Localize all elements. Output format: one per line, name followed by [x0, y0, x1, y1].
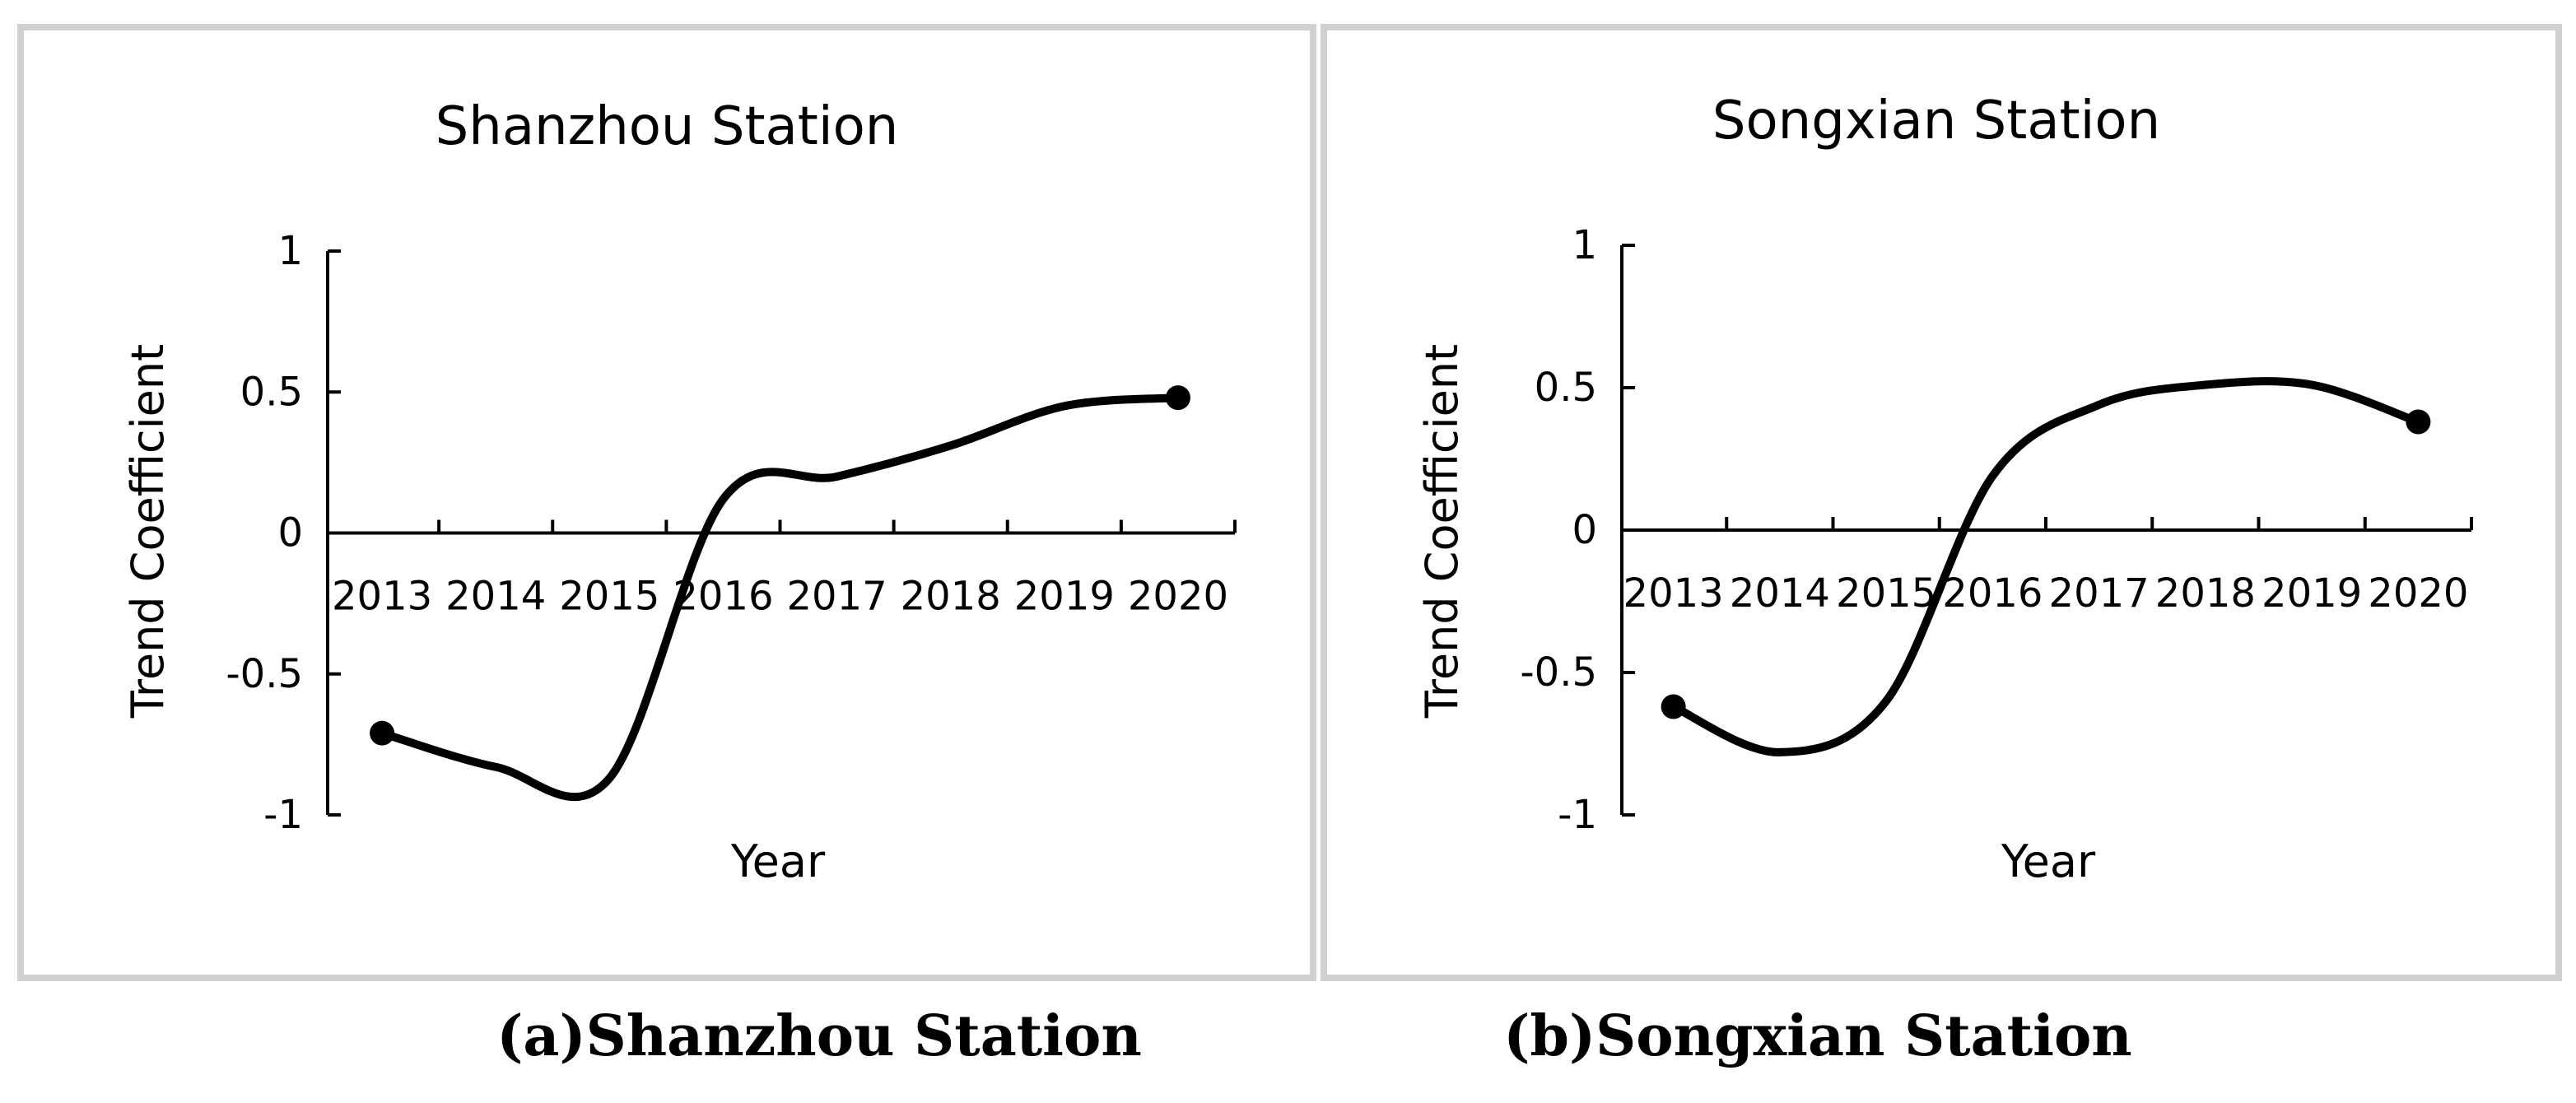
panel-a-data-point [720, 496, 726, 502]
panel-a-title: Shanzhou Station [436, 96, 899, 157]
panel-b-title: Songxian Station [1712, 91, 2160, 151]
panel-a-ylabel: Trend Coefficient [122, 344, 174, 719]
panel-b-caption: (b)Songxian Station [1503, 1003, 2132, 1069]
panel-b-data-point [2096, 402, 2103, 408]
panel-a-ytick-label: 0 [277, 510, 303, 556]
panel-b-xtick-label: 2016 [1942, 570, 2043, 617]
panel-b-data-point [1777, 749, 1783, 756]
panel-b-xlabel: Year [2001, 835, 2096, 887]
panel-a-xtick-label: 2013 [332, 574, 432, 620]
panel-a-xtick-label: 2017 [786, 574, 887, 620]
panel-a-xtick-label: 2018 [901, 574, 1001, 620]
panel-b-data-point [2202, 382, 2209, 389]
panel-a-series-line [378, 393, 1182, 802]
panel-a-data-point [948, 442, 954, 449]
panel-b-border [1321, 24, 2562, 981]
panel-b-ytick-label: 1 [1572, 222, 1597, 268]
panel-a-ytick-label: -0.5 [226, 651, 303, 697]
panel-a-border [17, 24, 1316, 981]
panel-a-xlabel: Year [730, 835, 826, 887]
panel-b-series-line [1669, 377, 2423, 756]
panel-b-xtick-label: 2019 [2262, 570, 2362, 617]
panel-a-ytick-label: -1 [263, 792, 303, 838]
panel-b-data-point [1989, 472, 1996, 479]
panel-b: Songxian Station Year Trend Coefficient … [1321, 24, 2562, 981]
panel-a-ytick-label: 1 [277, 228, 303, 274]
panel-b-ylabel: Trend Coefficient [1416, 344, 1468, 719]
panel-b-ytick-label: 0 [1572, 507, 1597, 553]
panel-b-xtick-label: 2015 [1836, 570, 1936, 617]
panel-a-data-point [492, 764, 499, 770]
panel-a-start-marker [370, 720, 395, 746]
panel-b-xtick-label: 2020 [2368, 570, 2468, 617]
panel-b-xtick-label: 2017 [2049, 570, 2150, 617]
panel-b-start-marker [1661, 694, 1686, 719]
panel-b-xtick-label: 2014 [1730, 570, 1830, 617]
panel-b-end-marker [2406, 409, 2431, 435]
panel-a-ytick-label: 0.5 [240, 369, 303, 415]
panel-a-xtick-label: 2019 [1014, 574, 1115, 620]
panel-a-data-point [1061, 403, 1068, 409]
panel-b-xtick-label: 2018 [2155, 570, 2256, 617]
panel-a-end-marker [1165, 385, 1190, 411]
panel-a-xtick-label: 2015 [559, 574, 659, 620]
panel-a: Shanzhou Station Year Trend Coefficient … [17, 24, 1316, 981]
panel-a-caption: (a)Shanzhou Station [496, 1003, 1142, 1069]
panel-b-data-point [2308, 382, 2315, 389]
panel-a-xtick-label: 2014 [445, 574, 546, 620]
panel-b-ytick-label: 0.5 [1535, 365, 1597, 411]
panel-a-data-point [834, 473, 841, 480]
panel-b-ytick-label: -0.5 [1520, 649, 1597, 696]
panel-b-ytick-label: -1 [1558, 792, 1597, 838]
panel-a-xtick-label: 2020 [1128, 574, 1228, 620]
panel-a-data-point [606, 775, 613, 781]
panel-b-xtick-label: 2013 [1623, 570, 1724, 617]
panel-b-plot: 1 0.5 0 -0.5 -1 2013 2014 2015 2016 2017 2018 2019 2… [1520, 222, 2473, 838]
panel-b-data-point [1883, 698, 1889, 705]
